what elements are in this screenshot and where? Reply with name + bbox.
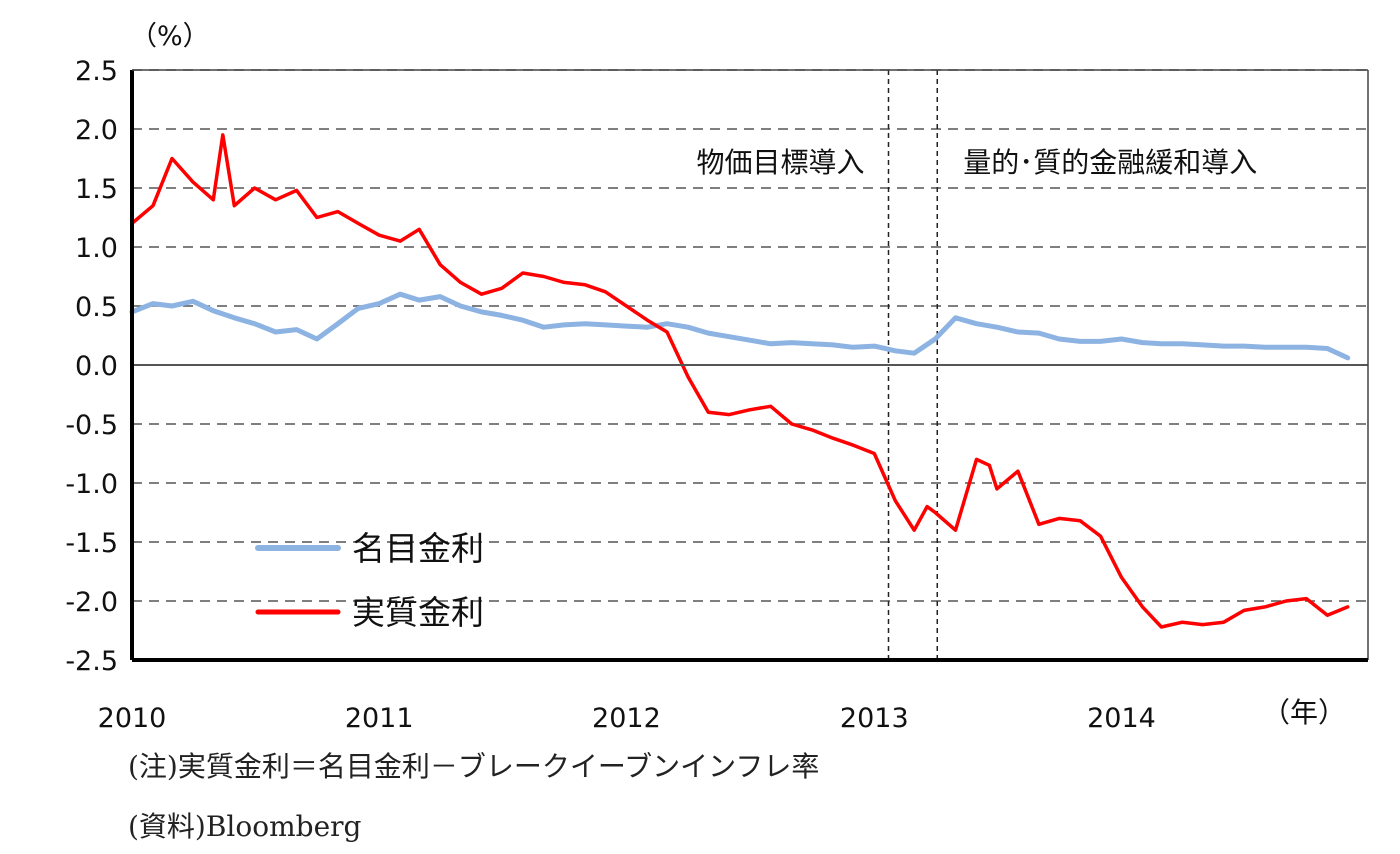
y-tick-label: -1.0: [65, 469, 118, 500]
event-label: 物価目標導入: [696, 146, 864, 179]
x-tick-label: 2010: [98, 703, 167, 734]
chart-source: (資料)Bloomberg: [128, 810, 362, 843]
y-tick-label: -0.5: [65, 410, 118, 441]
y-tick-label: 1.5: [75, 174, 118, 205]
legend-label: 名目金利: [352, 529, 484, 568]
y-tick-label: -2.5: [65, 646, 118, 677]
x-tick-label: 2011: [345, 703, 414, 734]
y-tick-label: 0.0: [75, 351, 118, 382]
x-tick-label: 2012: [592, 703, 661, 734]
y-tick-label: -2.0: [65, 587, 118, 618]
legend-label: 実質金利: [352, 593, 484, 632]
x-unit-label: （年）: [1262, 696, 1346, 729]
y-unit-label: （%）: [130, 21, 210, 52]
y-tick-label: 0.5: [75, 292, 118, 323]
chart-note: (注)実質金利＝名目金利－ブレークイーブンインフレ率: [128, 750, 820, 783]
y-tick-label: 2.5: [75, 56, 118, 87]
series-line: [130, 133, 1350, 629]
series-line: [129, 291, 1351, 361]
x-tick-label: 2013: [840, 703, 909, 734]
y-tick-label: 2.0: [75, 115, 118, 146]
y-tick-label: 1.0: [75, 233, 118, 264]
x-tick-label: 2014: [1087, 703, 1156, 734]
y-tick-label: -1.5: [65, 528, 118, 559]
event-label: 量的･質的金融緩和導入: [963, 146, 1257, 179]
